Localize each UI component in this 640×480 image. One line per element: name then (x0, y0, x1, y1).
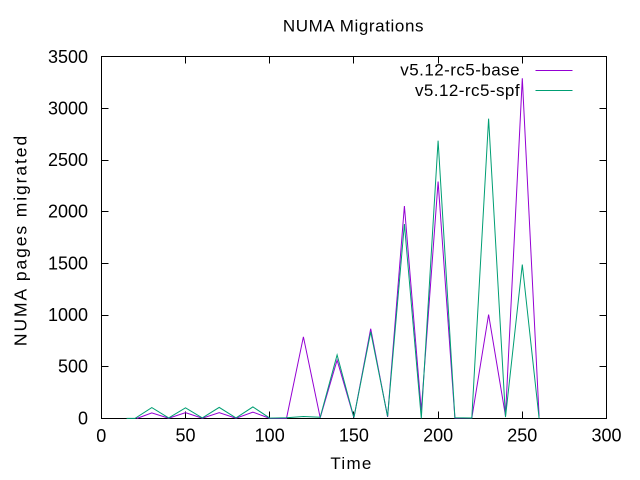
svg-text:3000: 3000 (48, 99, 88, 119)
svg-text:250: 250 (507, 426, 537, 446)
svg-text:2000: 2000 (48, 202, 88, 222)
svg-text:Time: Time (330, 454, 372, 473)
svg-text:1000: 1000 (48, 305, 88, 325)
svg-text:0: 0 (78, 409, 88, 429)
svg-text:300: 300 (591, 426, 621, 446)
svg-text:100: 100 (255, 426, 285, 446)
svg-text:0: 0 (96, 426, 106, 446)
svg-text:3500: 3500 (48, 47, 88, 67)
svg-text:v5.12-rc5-spf: v5.12-rc5-spf (415, 81, 520, 100)
svg-text:NUMA pages migrated: NUMA pages migrated (11, 134, 31, 346)
svg-text:2500: 2500 (48, 150, 88, 170)
svg-text:200: 200 (423, 426, 453, 446)
svg-text:50: 50 (175, 426, 195, 446)
svg-text:1500: 1500 (48, 254, 88, 274)
svg-text:150: 150 (339, 426, 369, 446)
svg-text:500: 500 (58, 357, 88, 377)
svg-text:NUMA Migrations: NUMA Migrations (283, 17, 424, 36)
svg-text:v5.12-rc5-base: v5.12-rc5-base (400, 61, 520, 80)
